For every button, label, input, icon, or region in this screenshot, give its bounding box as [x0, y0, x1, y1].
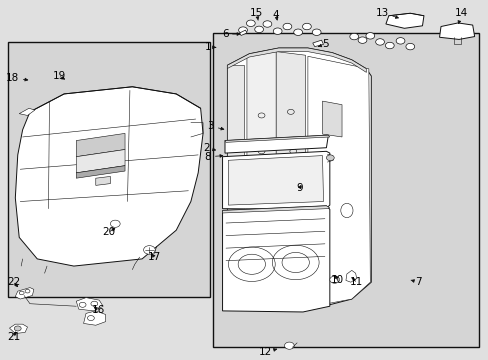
Circle shape	[87, 316, 94, 320]
Text: 1: 1	[204, 42, 215, 52]
Text: 4: 4	[272, 10, 279, 20]
Circle shape	[143, 246, 155, 254]
Circle shape	[273, 28, 282, 35]
Polygon shape	[345, 270, 356, 282]
Circle shape	[349, 33, 358, 40]
Circle shape	[365, 33, 374, 39]
Text: 22: 22	[7, 277, 20, 287]
Polygon shape	[322, 101, 341, 137]
Text: 2: 2	[203, 143, 215, 153]
Circle shape	[312, 29, 321, 36]
Polygon shape	[9, 324, 27, 333]
Polygon shape	[76, 166, 125, 178]
Circle shape	[19, 291, 24, 295]
Polygon shape	[15, 288, 34, 299]
Circle shape	[329, 276, 339, 283]
Polygon shape	[224, 135, 328, 153]
Circle shape	[405, 43, 414, 50]
Polygon shape	[312, 40, 323, 46]
Circle shape	[385, 42, 393, 49]
Polygon shape	[96, 176, 110, 185]
Circle shape	[395, 38, 404, 44]
Circle shape	[302, 23, 311, 30]
Circle shape	[284, 342, 294, 349]
Polygon shape	[276, 51, 305, 306]
Circle shape	[79, 302, 86, 307]
Text: 16: 16	[91, 305, 104, 315]
Polygon shape	[307, 56, 369, 307]
Text: 3: 3	[207, 121, 224, 131]
Text: 8: 8	[204, 152, 223, 162]
Polygon shape	[76, 134, 125, 157]
Text: 18: 18	[6, 73, 28, 83]
Text: 21: 21	[7, 332, 20, 342]
Circle shape	[326, 155, 333, 161]
Polygon shape	[246, 51, 276, 306]
Polygon shape	[227, 48, 366, 72]
Polygon shape	[385, 13, 423, 28]
Polygon shape	[222, 206, 329, 213]
Polygon shape	[227, 65, 244, 309]
Text: 5: 5	[318, 39, 328, 49]
Polygon shape	[228, 156, 323, 205]
Text: 19: 19	[53, 71, 66, 81]
Polygon shape	[83, 311, 105, 325]
Text: 13: 13	[375, 8, 398, 18]
Circle shape	[110, 220, 120, 227]
Circle shape	[283, 23, 291, 30]
Polygon shape	[239, 30, 246, 36]
Polygon shape	[439, 23, 474, 40]
Circle shape	[91, 301, 98, 306]
Text: 9: 9	[296, 183, 303, 193]
Polygon shape	[19, 108, 35, 116]
Circle shape	[246, 20, 255, 27]
Circle shape	[357, 37, 366, 43]
Text: 10: 10	[330, 275, 343, 285]
Text: 12: 12	[259, 347, 276, 357]
Polygon shape	[222, 206, 329, 312]
Text: 17: 17	[147, 252, 161, 262]
Polygon shape	[224, 135, 329, 142]
Circle shape	[25, 289, 30, 293]
Text: 6: 6	[222, 29, 239, 39]
Text: 14: 14	[454, 8, 467, 24]
Polygon shape	[222, 151, 329, 210]
Polygon shape	[15, 87, 203, 266]
Circle shape	[293, 29, 302, 36]
Circle shape	[263, 21, 271, 27]
Bar	[212, 33, 478, 347]
Circle shape	[254, 26, 263, 33]
Bar	[8, 42, 210, 297]
Text: 11: 11	[349, 277, 363, 287]
Text: 7: 7	[410, 277, 421, 287]
Circle shape	[14, 326, 21, 331]
Polygon shape	[76, 298, 103, 311]
Polygon shape	[76, 149, 125, 173]
Text: 20: 20	[102, 227, 115, 237]
Polygon shape	[227, 48, 370, 309]
Circle shape	[375, 39, 384, 45]
Circle shape	[238, 27, 247, 33]
Text: 15: 15	[249, 8, 263, 20]
